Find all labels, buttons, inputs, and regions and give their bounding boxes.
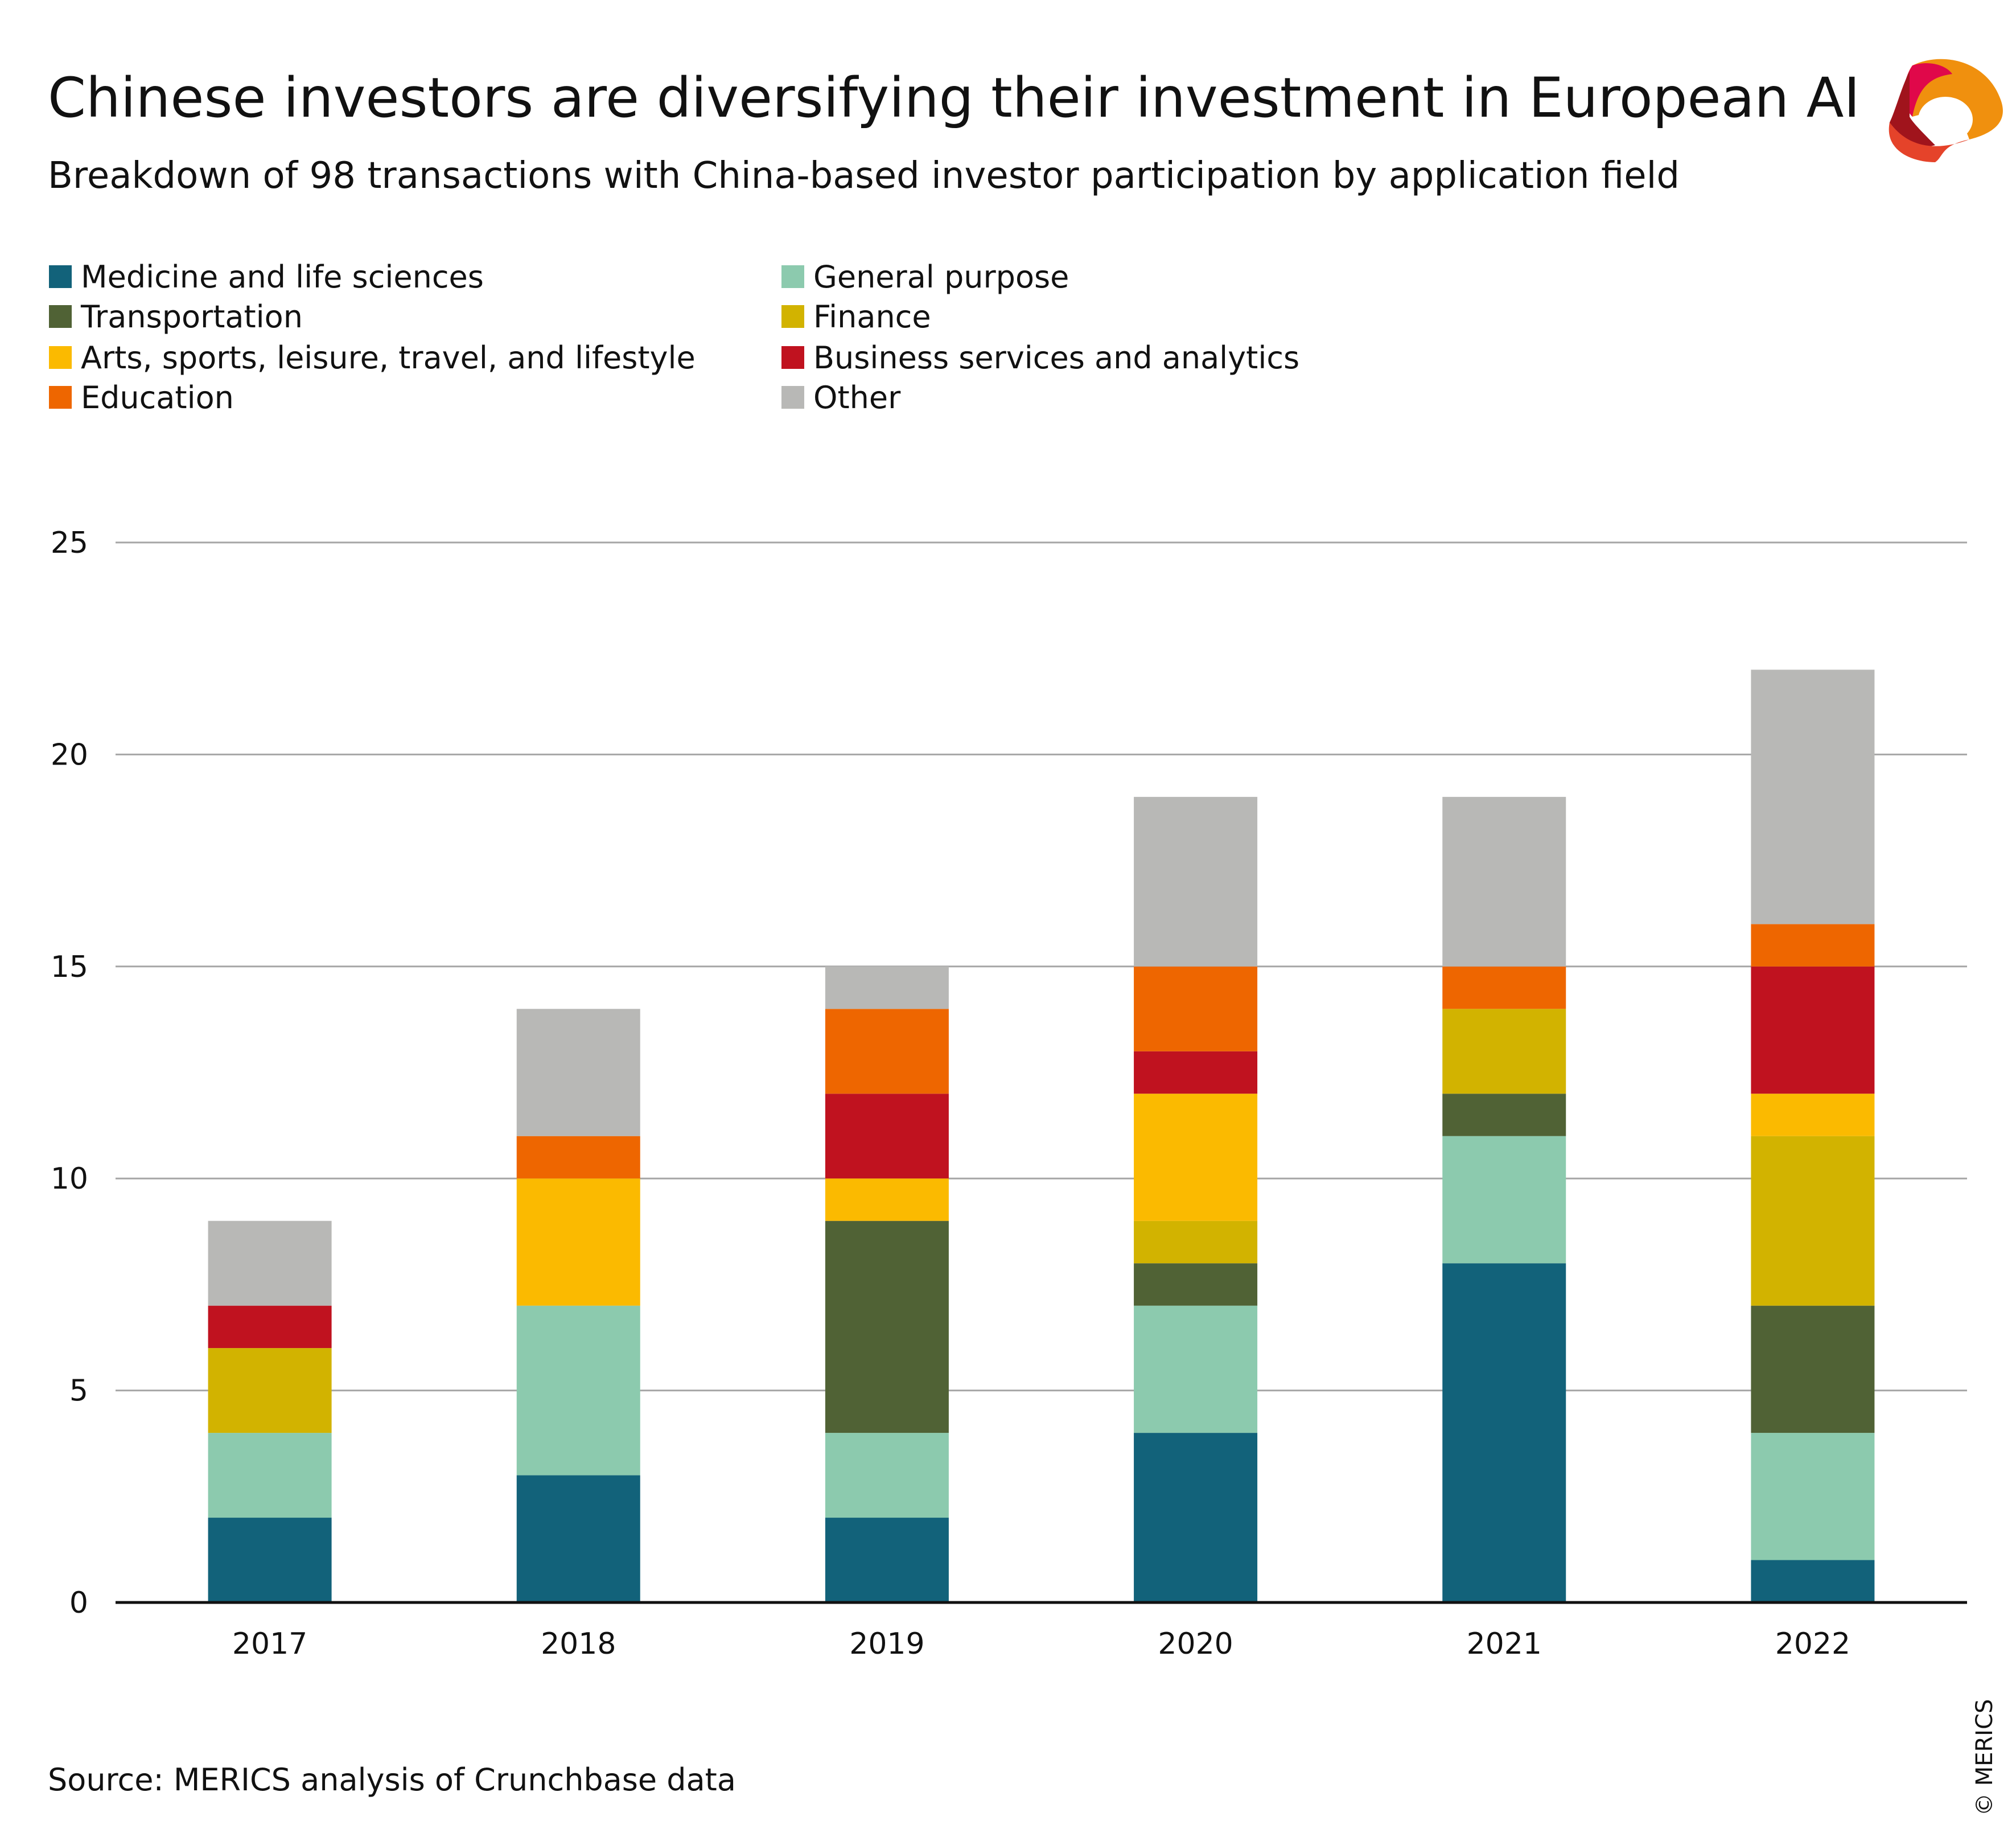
y-tick-label: 5 — [69, 1374, 88, 1408]
bar-segment — [1442, 1136, 1566, 1264]
bar-segment — [1134, 1051, 1258, 1094]
bars — [208, 669, 1875, 1602]
legend-swatch — [781, 305, 804, 328]
legend-item: Arts, sports, leisure, travel, and lifes… — [49, 340, 696, 376]
bar-segment — [1134, 1263, 1258, 1306]
bar-segment — [1442, 1263, 1566, 1602]
merics-logo-icon — [1889, 59, 2003, 162]
bar-segment — [1751, 1094, 1875, 1136]
legend-label: Transportation — [80, 299, 303, 335]
bar-segment — [1134, 966, 1258, 1051]
bar-segment — [1134, 1094, 1258, 1221]
legend-swatch — [49, 305, 72, 328]
bar-segment — [825, 1433, 949, 1518]
bar-segment — [1134, 1220, 1258, 1264]
bar-segment — [825, 1178, 949, 1221]
bar-segment — [825, 966, 949, 1009]
bar-segment — [208, 1433, 332, 1518]
bar-segment — [825, 1220, 949, 1433]
legend-item: Education — [49, 380, 234, 416]
legend-swatch — [49, 265, 72, 288]
x-tick-label: 2022 — [1775, 1627, 1850, 1661]
bar-segment — [516, 1475, 640, 1602]
legend-swatch — [781, 265, 804, 288]
x-tick-label: 2017 — [232, 1627, 307, 1661]
bar-segment — [208, 1518, 332, 1602]
legend-swatch — [781, 346, 804, 369]
bar-segment — [825, 1009, 949, 1094]
legend-item: Finance — [781, 299, 931, 335]
bar-segment — [825, 1094, 949, 1179]
y-tick-label: 10 — [51, 1162, 88, 1196]
axes: 2017 2018 2019 2020 2021 2022 — [116, 1601, 1967, 1661]
bar-segment — [1134, 796, 1258, 967]
y-tick-label: 0 — [69, 1586, 88, 1620]
legend-swatch — [49, 346, 72, 369]
chart-title: Chinese investors are diversifying their… — [48, 66, 1860, 130]
legend-label: Education — [81, 380, 234, 416]
legend-swatch — [49, 386, 72, 409]
bar-segment — [1134, 1305, 1258, 1433]
bar-segment — [1751, 1305, 1875, 1433]
bar-segment — [1442, 966, 1566, 1009]
gridlines: 0 5 10 15 20 25 — [51, 526, 1967, 1620]
legend-item: Business services and analytics — [781, 340, 1299, 376]
bar-segment — [1442, 796, 1566, 967]
legend-label: Arts, sports, leisure, travel, and lifes… — [81, 340, 696, 376]
x-tick-label: 2021 — [1467, 1627, 1542, 1661]
bar-segment — [516, 1305, 640, 1476]
y-tick-label: 25 — [51, 526, 88, 560]
bar-segment — [1751, 924, 1875, 967]
bar-segment — [1134, 1433, 1258, 1602]
legend: Medicine and life sciences General purpos… — [49, 259, 1299, 416]
bar-segment — [516, 1009, 640, 1136]
y-tick-label: 15 — [51, 950, 88, 984]
legend-label: General purpose — [813, 259, 1069, 295]
source-note: Source: MERICS analysis of Crunchbase da… — [48, 1762, 736, 1798]
legend-swatch — [781, 386, 804, 409]
legend-item: General purpose — [781, 259, 1069, 295]
x-tick-label: 2019 — [849, 1627, 924, 1661]
bar-segment — [1442, 1094, 1566, 1136]
x-tick-label: 2018 — [541, 1627, 616, 1661]
bar-segment — [516, 1136, 640, 1179]
x-tick-label: 2020 — [1158, 1627, 1233, 1661]
bar-segment — [1751, 669, 1875, 924]
bar-segment — [208, 1220, 332, 1306]
legend-item: Other — [781, 380, 901, 416]
bar-segment — [208, 1305, 332, 1349]
bar-segment — [1751, 1433, 1875, 1560]
legend-label: Other — [813, 380, 901, 416]
bar-segment — [1751, 1136, 1875, 1306]
bar-segment — [1442, 1009, 1566, 1094]
legend-label: Finance — [813, 299, 931, 335]
bar-segment — [208, 1348, 332, 1433]
bar-segment — [1751, 1560, 1875, 1602]
copyright: © MERICS — [1972, 1699, 1998, 1816]
chart-subtitle: Breakdown of 98 transactions with China-… — [48, 155, 1680, 197]
y-tick-label: 20 — [51, 738, 88, 772]
bar-segment — [825, 1518, 949, 1602]
bar-segment — [1751, 966, 1875, 1094]
legend-label: Business services and analytics — [813, 340, 1299, 376]
bar-segment — [516, 1178, 640, 1306]
legend-item: Transportation — [49, 299, 303, 335]
legend-label: Medicine and life sciences — [81, 259, 484, 295]
legend-item: Medicine and life sciences — [49, 259, 484, 295]
